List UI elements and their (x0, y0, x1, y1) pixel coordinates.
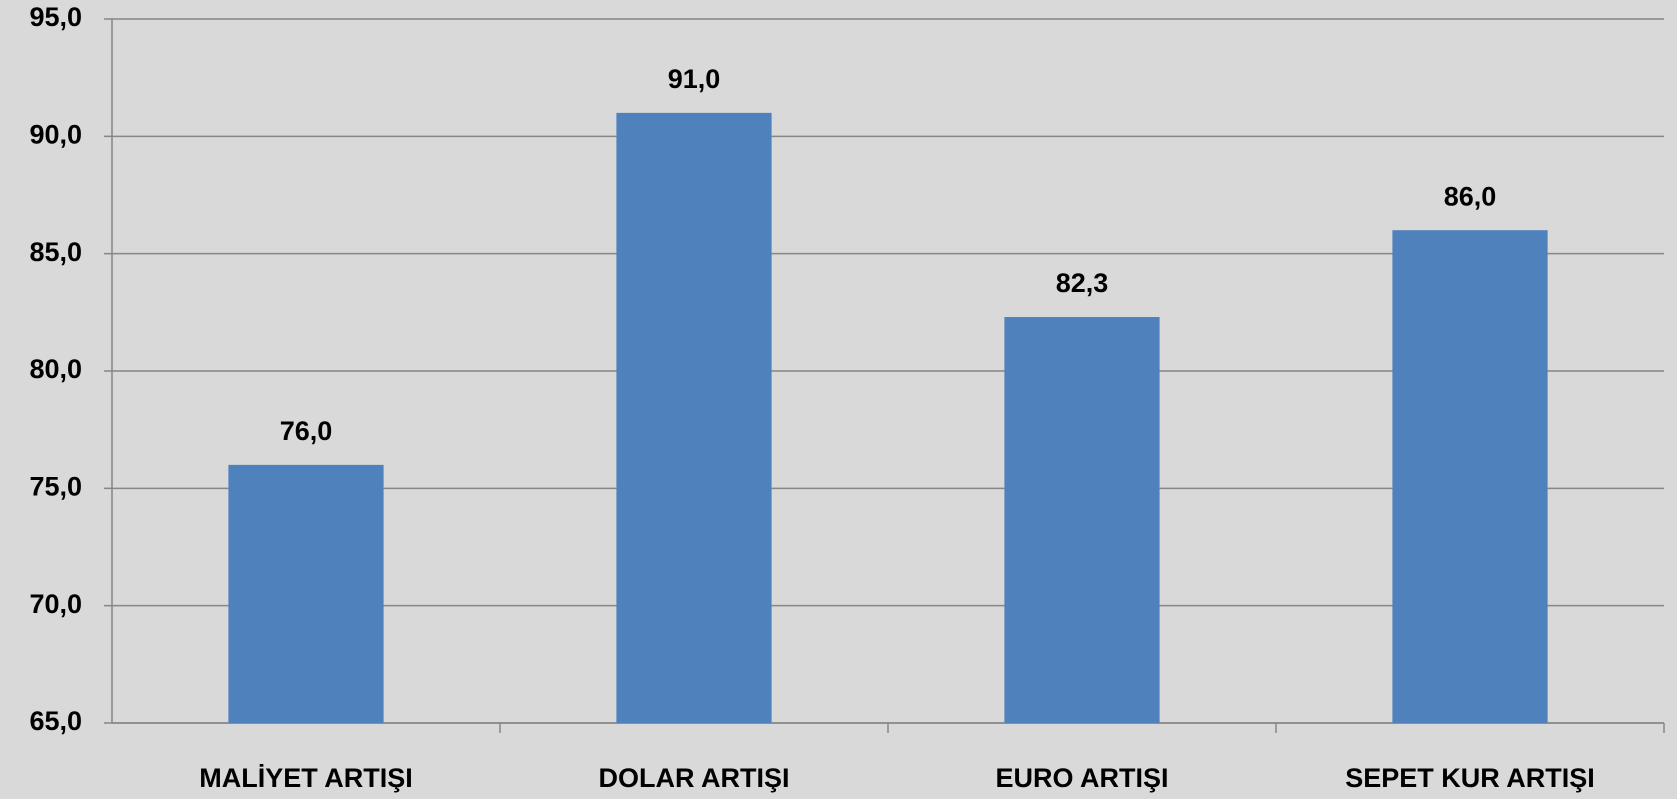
x-tick-label: SEPET KUR ARTIŞI (1345, 763, 1595, 793)
data-label: 76,0 (280, 416, 333, 446)
bar (1392, 230, 1548, 723)
y-tick-label: 90,0 (29, 119, 82, 149)
bar (1004, 317, 1160, 723)
x-tick-label: DOLAR ARTIŞI (599, 763, 790, 793)
y-tick-label: 75,0 (29, 471, 82, 501)
data-label: 91,0 (668, 64, 721, 94)
x-tick-label: EURO ARTIŞI (995, 763, 1168, 793)
data-label: 82,3 (1056, 268, 1109, 298)
y-tick-label: 65,0 (29, 706, 82, 736)
bar (616, 112, 772, 723)
data-label: 86,0 (1444, 181, 1497, 211)
y-tick-label: 85,0 (29, 237, 82, 267)
y-tick-label: 80,0 (29, 354, 82, 384)
y-tick-label: 70,0 (29, 589, 82, 619)
x-tick-label: MALİYET ARTIŞI (199, 763, 413, 793)
y-tick-label: 95,0 (29, 2, 82, 32)
bar (228, 464, 384, 723)
